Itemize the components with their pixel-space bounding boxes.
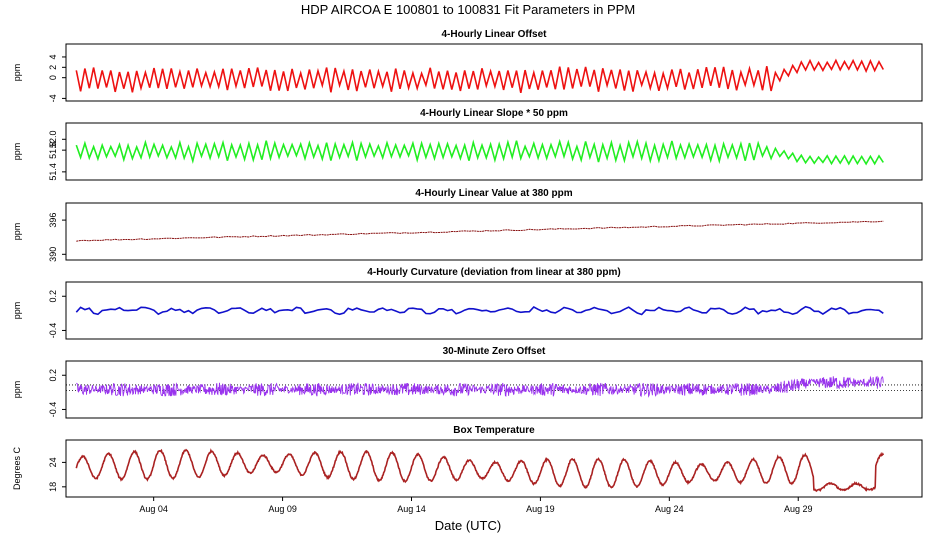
y-tick-label: 52.0 — [48, 131, 58, 149]
panel-title: 4-Hourly Linear Value at 380 ppm — [415, 188, 572, 199]
panel-5: 30-Minute Zero Offset ppm -0.4 0.2 — [12, 346, 923, 419]
y-axis-label: ppm — [12, 302, 22, 320]
panel-1: 4-Hourly Linear Offset ppm -4 0 2 4 — [12, 29, 923, 102]
plot-frame — [65, 281, 923, 340]
y-tick-label: 0.2 — [48, 369, 58, 382]
y-axis-label: ppm — [12, 143, 22, 161]
plot-frame — [65, 202, 923, 261]
y-tick-label: -4 — [48, 94, 58, 102]
y-tick-label: 0 — [48, 75, 58, 80]
x-tick-label: Aug 09 — [268, 504, 297, 514]
panel-title: 4-Hourly Linear Slope * 50 ppm — [420, 108, 568, 119]
y-tick-label: 2 — [48, 65, 58, 70]
data-series-value_at_380 — [76, 220, 884, 242]
y-tick-label: -0.4 — [48, 402, 58, 418]
y-tick-label: -0.4 — [48, 323, 58, 339]
panel-title: 30-Minute Zero Offset — [443, 346, 546, 357]
data-series-curvature — [75, 305, 884, 316]
plot-frame — [65, 360, 923, 419]
y-tick-label: 24 — [48, 457, 58, 467]
x-tick-label: Aug 14 — [397, 504, 426, 514]
x-axis: Aug 04 Aug 09 Aug 14 Aug 19 Aug 24 Aug 29 — [139, 497, 813, 514]
x-tick-label: Aug 04 — [139, 504, 168, 514]
y-axis-label: ppm — [12, 223, 22, 241]
y-tick-label: 390 — [48, 247, 58, 262]
panel-title: Box Temperature — [453, 425, 535, 436]
data-series-offset — [75, 58, 885, 93]
panel-title: 4-Hourly Curvature (deviation from linea… — [367, 267, 620, 278]
plot-frame — [65, 43, 923, 102]
y-axis-label: Degrees C — [12, 446, 22, 490]
plot-frame — [65, 439, 923, 498]
x-tick-label: Aug 24 — [655, 504, 684, 514]
y-tick-label: 51.4 — [48, 163, 58, 181]
y-axis-label: ppm — [12, 381, 22, 399]
y-tick-label: 396 — [48, 213, 58, 228]
plot-frame — [65, 122, 923, 181]
data-series-slope — [75, 138, 884, 166]
y-axis-label: ppm — [12, 64, 22, 82]
x-axis-label: Date (UTC) — [435, 518, 501, 533]
panel-title: 4-Hourly Linear Offset — [441, 29, 547, 40]
y-tick-label: 51.8 — [48, 141, 58, 159]
data-series-zero_offset — [76, 375, 884, 398]
panel-4: 4-Hourly Curvature (deviation from linea… — [12, 267, 923, 340]
panel-3: 4-Hourly Linear Value at 380 ppm ppm 390 39… — [12, 188, 923, 262]
y-tick-label: 18 — [48, 482, 58, 492]
y-tick-label: 0.2 — [48, 290, 58, 303]
y-tick-label: 4 — [48, 54, 58, 59]
x-tick-label: Aug 29 — [784, 504, 813, 514]
panel-2: 4-Hourly Linear Slope * 50 ppm ppm 51.4 51.… — [12, 108, 923, 181]
x-tick-label: Aug 19 — [526, 504, 555, 514]
data-series-box_temperature — [75, 448, 885, 493]
figure-title: HDP AIRCOA E 100801 to 100831 Fit Parame… — [301, 2, 635, 17]
panel-6: Box Temperature Degrees C 18 24 — [12, 425, 923, 498]
